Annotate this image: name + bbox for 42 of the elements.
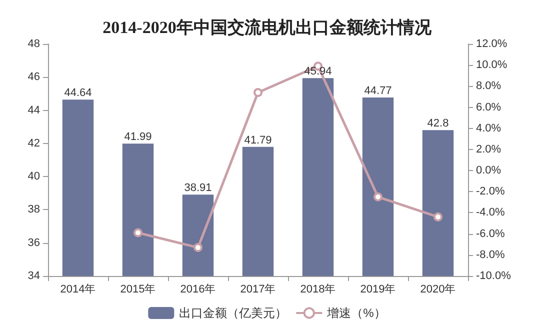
y-tick-label: 42 (28, 137, 40, 150)
y-tick-label: 48 (28, 38, 40, 50)
point (194, 243, 202, 252)
x-tick-label: 2015年 (120, 284, 156, 296)
x-tick-label: 2018年 (300, 284, 336, 296)
y2-tick-label: 12.0% (476, 38, 508, 50)
point (254, 88, 262, 98)
y2-tick-label: 10.0% (476, 59, 508, 72)
y2-tick-label: 6.0% (476, 101, 502, 114)
y-tick-label: 40 (28, 170, 40, 183)
y2-tick-label: -6.0% (476, 228, 505, 240)
x-tick-label: 2014年 (60, 284, 96, 296)
chart-title: 2014-2020年中国交流电机出口金额统计情况 (102, 18, 432, 37)
y2-tick-label: 0.0% (476, 164, 502, 177)
point (434, 212, 442, 222)
data-label: 38.91 (184, 182, 212, 194)
y-tick-label: 36 (28, 236, 40, 249)
data-label: 45.94 (304, 66, 332, 78)
point (374, 192, 382, 202)
x-tick-label: 2020年 (420, 284, 456, 296)
data-label: 41.99 (124, 131, 152, 144)
data-label: 44.64 (64, 87, 92, 100)
y2-tick-label: 8.0% (476, 80, 502, 92)
y2-tick-label: -10.0% (476, 270, 512, 282)
y-tick-label: 46 (28, 71, 40, 84)
x-tick-label: 2017年 (240, 284, 276, 296)
y2-tick-label: -8.0% (476, 248, 505, 261)
legend-label: 出口金额（亿美元） (179, 306, 288, 320)
data-label: 42.8 (427, 118, 449, 130)
data-label: 41.79 (244, 134, 272, 146)
data-label: 44.77 (364, 85, 392, 98)
y-tick-label: 44 (28, 104, 40, 116)
y2-tick-label: -2.0% (476, 186, 505, 198)
y-tick-label: 34 (28, 270, 40, 282)
x-tick-label: 2019年 (360, 284, 396, 296)
y2-tick-label: -4.0% (476, 206, 505, 219)
legend-label: 增速（%） (326, 306, 386, 320)
y2-tick-label: 2.0% (476, 143, 502, 156)
y-tick-label: 38 (28, 204, 40, 216)
y2-tick-label: 4.0% (476, 122, 502, 134)
point (134, 228, 142, 238)
x-tick-label: 2016年 (180, 284, 216, 296)
